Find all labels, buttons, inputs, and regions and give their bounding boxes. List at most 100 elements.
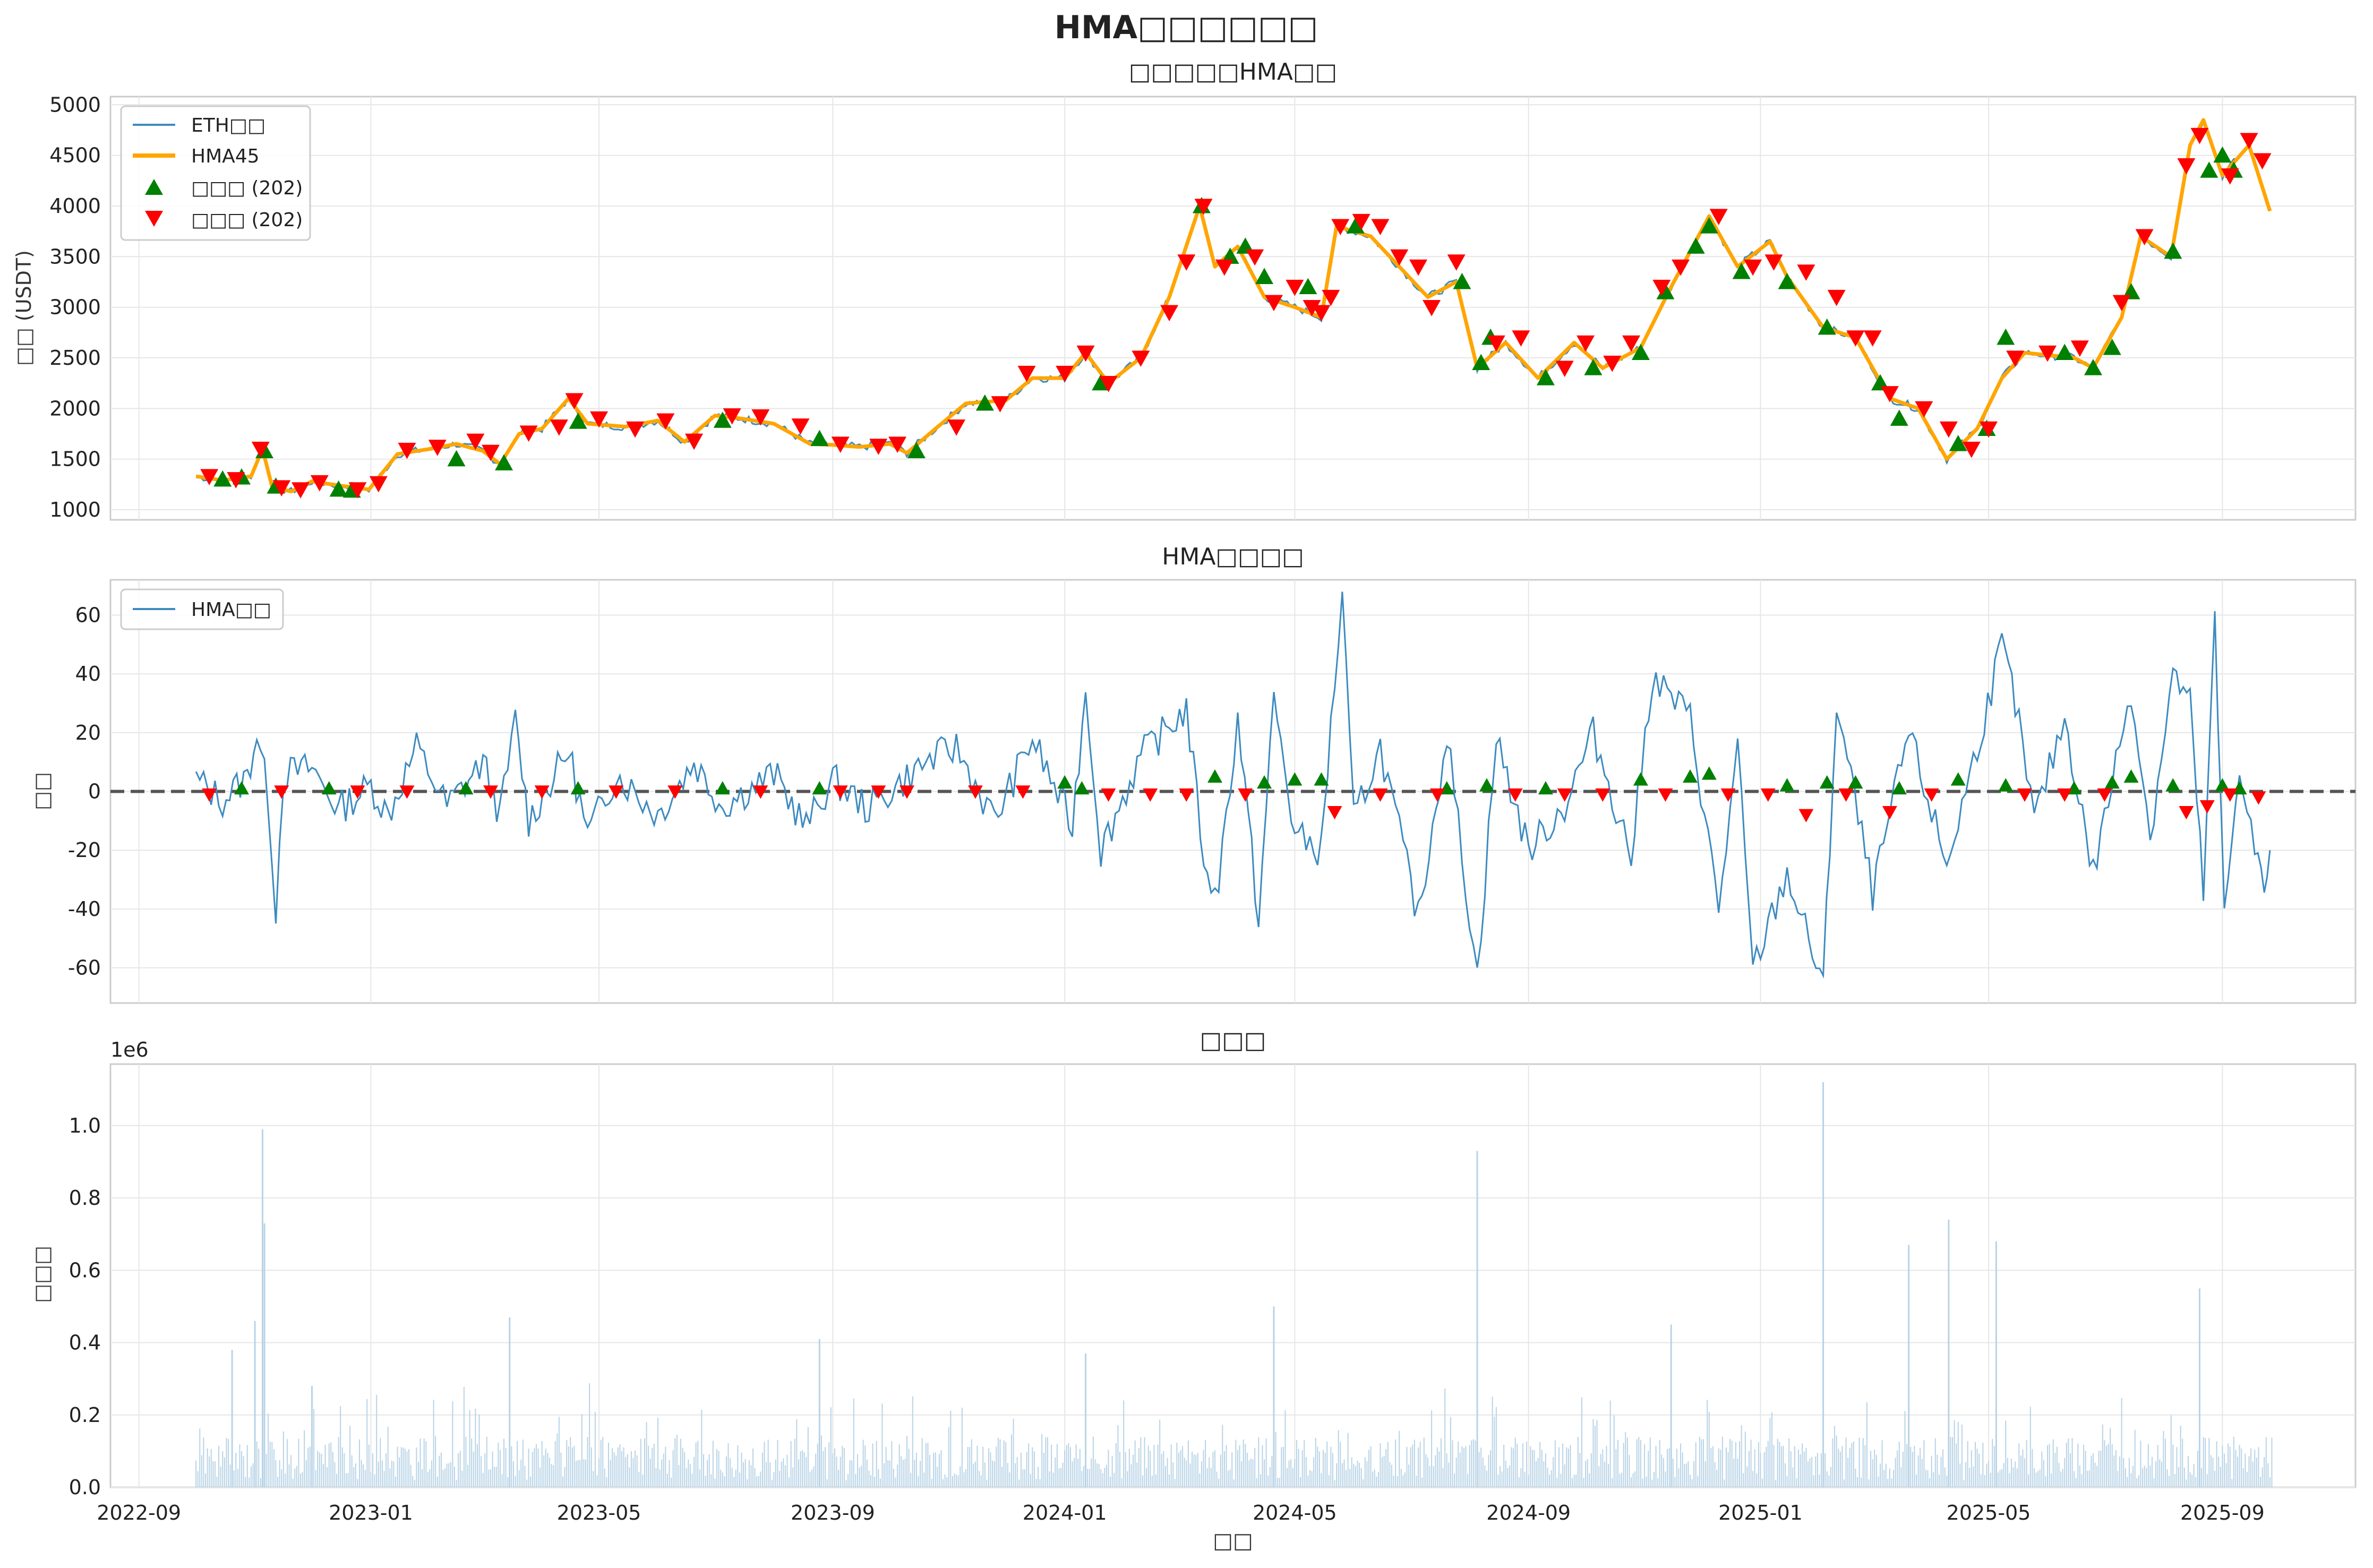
sell-signal-marker xyxy=(1143,788,1158,802)
buy-signal-marker xyxy=(1346,217,1365,234)
legend-marker-buy xyxy=(145,179,163,195)
buy-signal-marker xyxy=(975,394,994,411)
sell-signal-marker xyxy=(1487,335,1505,352)
slope-signal-markers xyxy=(202,766,2266,822)
x-tick-label: 2024-01 xyxy=(1023,1501,1107,1524)
sell-signal-marker xyxy=(667,785,683,799)
buy-signal-marker xyxy=(234,781,250,795)
y-tick-label: 5000 xyxy=(49,93,101,116)
legend-label-buy: □□□ (202) xyxy=(191,177,303,199)
y-tick-label: 40 xyxy=(75,662,101,686)
y-tick-label: -40 xyxy=(68,897,101,921)
sell-signal-marker xyxy=(1215,259,1233,276)
price-gridlines xyxy=(110,97,2355,520)
sell-signal-marker xyxy=(2222,788,2238,802)
figure-title: HMA□□□□□□ xyxy=(1055,9,1318,46)
price-panel: □□□□□HMA□□ 1000 1500 2000 2500 3000 3500 4000 4… xyxy=(12,58,2357,521)
sell-signal-marker xyxy=(1652,279,1671,296)
sell-signal-marker xyxy=(991,396,1009,413)
sell-signal-marker xyxy=(869,439,888,455)
volume-offset-text: 1e6 xyxy=(110,1038,149,1061)
sell-signal-marker xyxy=(565,393,584,410)
slope-panel: HMA□□□□ -60 -40 -20 0 20 40 60 □□ HMA□□ xyxy=(30,543,2357,1004)
sell-signal-marker xyxy=(466,433,485,450)
sell-signal-marker xyxy=(399,785,415,799)
sell-signal-marker xyxy=(2057,788,2072,802)
sell-signal-marker xyxy=(1238,788,1253,802)
sell-signal-marker xyxy=(1286,279,1304,296)
x-tick-label: 2025-09 xyxy=(2180,1501,2265,1524)
sell-signal-marker xyxy=(1390,249,1409,266)
price-plot-area xyxy=(109,96,2357,521)
sell-signal-marker xyxy=(1827,289,1846,306)
sell-signal-marker xyxy=(2135,229,2154,246)
sell-signal-marker xyxy=(227,472,245,489)
buy-signal-marker xyxy=(569,413,587,429)
sell-signal-marker xyxy=(274,785,289,799)
buy-signal-marker xyxy=(1472,354,1490,371)
sell-signal-marker xyxy=(1798,809,1814,822)
x-tick-label: 2023-09 xyxy=(791,1501,875,1524)
buy-signal-marker xyxy=(1819,775,1835,789)
y-tick-label: 1500 xyxy=(49,448,101,471)
legend-label-sell: □□□ (202) xyxy=(191,209,303,231)
buy-signal-marker xyxy=(1656,282,1675,299)
sell-signal-marker xyxy=(1429,788,1445,802)
buy-signal-marker xyxy=(907,442,926,458)
sell-signal-marker xyxy=(310,475,329,492)
buy-signal-marker xyxy=(2104,775,2120,789)
sell-signal-marker xyxy=(398,442,416,459)
x-axis-ticks: 2022-09 2023-01 2023-05 2023-09 2024-01 2024-… xyxy=(97,1501,2264,1524)
sell-signal-marker xyxy=(2199,800,2215,814)
y-tick-label: 0.6 xyxy=(69,1258,101,1282)
slope-panel-title: HMA□□□□ xyxy=(1162,543,1304,570)
sell-signal-marker xyxy=(1980,421,1998,438)
buy-signal-marker xyxy=(458,781,474,795)
y-tick-label: 0.0 xyxy=(69,1476,101,1499)
sell-signal-marker xyxy=(1603,355,1622,372)
price-legend-box xyxy=(120,105,311,241)
sell-signal-marker xyxy=(626,421,645,438)
buy-signal-marker xyxy=(1633,772,1648,786)
buy-signal-marker xyxy=(1584,358,1603,375)
sell-signal-marker xyxy=(2253,153,2272,170)
sell-signal-marker xyxy=(1017,365,1036,382)
buy-signal-marker xyxy=(1848,775,1863,789)
legend-label-slope: HMA□□ xyxy=(191,599,271,621)
sell-signal-marker xyxy=(1264,295,1283,312)
sell-signal-marker xyxy=(534,785,550,799)
sell-signal-marker xyxy=(2017,788,2033,802)
buy-signal-marker xyxy=(2084,358,2102,375)
y-tick-label: -20 xyxy=(68,838,101,862)
sell-signal-marker xyxy=(1371,219,1390,236)
buy-signal-marker xyxy=(812,781,827,795)
sell-signal-marker xyxy=(1331,219,1350,236)
volume-panel-title: □□□ xyxy=(1200,1027,1266,1054)
sell-signal-marker xyxy=(2006,350,2025,367)
y-tick-label: 60 xyxy=(75,603,101,627)
sell-signal-marker xyxy=(1322,289,1340,306)
volume-plot-area xyxy=(109,1063,2357,1488)
sell-signal-marker xyxy=(350,785,365,799)
buy-signal-marker xyxy=(1207,769,1222,783)
x-tick-label: 2024-09 xyxy=(1486,1501,1571,1524)
sell-signal-marker xyxy=(1076,345,1095,362)
buy-signal-marker xyxy=(1255,268,1274,284)
sell-signal-marker xyxy=(2251,791,2266,805)
sell-signal-marker xyxy=(1863,330,1882,347)
sell-signal-marker xyxy=(1557,788,1572,802)
volume-panel: □□□ 1e6 0.0 0.2 0.4 0.6 0.8 1.0 □□□ xyxy=(30,1027,2357,1499)
sell-signal-marker xyxy=(1797,264,1815,281)
sell-signal-marker xyxy=(482,444,500,461)
sell-signal-marker xyxy=(2038,345,2057,362)
buy-signal-marker xyxy=(715,781,730,795)
sell-signal-marker xyxy=(1177,254,1196,271)
y-tick-label: 1.0 xyxy=(69,1114,101,1137)
y-tick-label: 0.8 xyxy=(69,1186,101,1210)
sell-signal-marker xyxy=(2190,127,2209,144)
sell-signal-marker xyxy=(1327,806,1342,820)
buy-signal-marker xyxy=(2215,778,2230,792)
buy-signal-marker xyxy=(1779,778,1795,792)
buy-signal-marker xyxy=(810,430,829,447)
y-tick-label: -60 xyxy=(68,956,101,980)
